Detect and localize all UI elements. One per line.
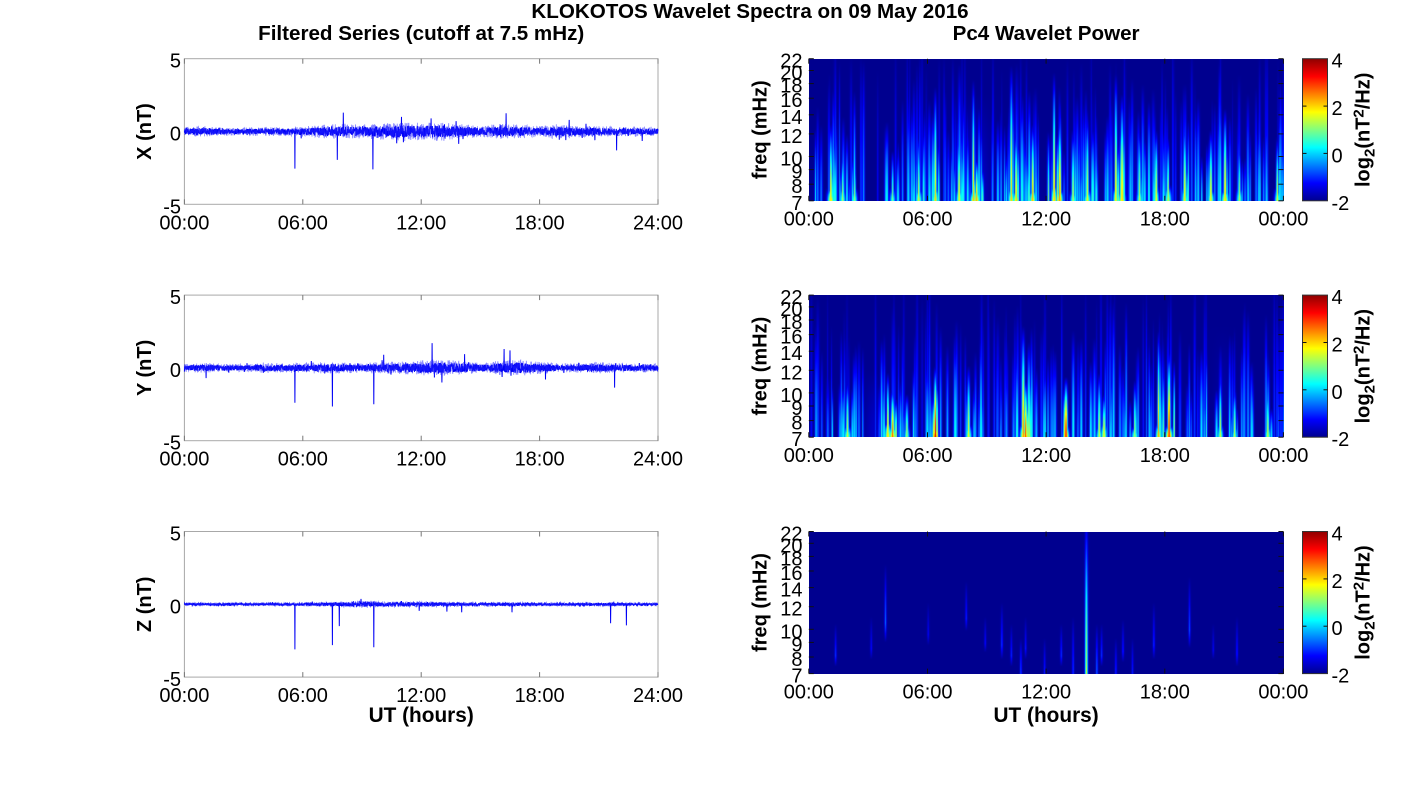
svg-text:00:00: 00:00: [1258, 209, 1308, 231]
svg-text:0: 0: [1332, 382, 1343, 404]
svg-text:5: 5: [170, 524, 181, 546]
svg-text:18:00: 18:00: [515, 449, 565, 471]
svg-text:12:00: 12:00: [396, 685, 446, 707]
svg-text:10: 10: [780, 149, 802, 171]
svg-text:4: 4: [1332, 524, 1343, 546]
svg-text:4: 4: [1332, 287, 1343, 309]
svg-text:06:00: 06:00: [902, 681, 952, 703]
svg-text:UT (hours): UT (hours): [994, 704, 1099, 727]
svg-text:8: 8: [791, 649, 802, 671]
svg-text:22: 22: [780, 287, 802, 309]
svg-text:16: 16: [780, 563, 802, 585]
svg-text:7: 7: [791, 666, 802, 688]
svg-text:18: 18: [780, 76, 802, 98]
svg-text:12:00: 12:00: [396, 212, 446, 234]
svg-text:UT (hours): UT (hours): [369, 704, 474, 727]
svg-text:14: 14: [780, 107, 802, 129]
svg-text:-5: -5: [163, 196, 181, 218]
svg-text:8: 8: [791, 413, 802, 435]
svg-text:log2(nT2/Hz): log2(nT2/Hz): [1351, 545, 1379, 659]
svg-text:18:00: 18:00: [1140, 445, 1190, 467]
svg-text:12:00: 12:00: [1021, 681, 1071, 703]
svg-text:2: 2: [1332, 571, 1343, 593]
svg-text:14: 14: [780, 343, 802, 365]
svg-text:00:00: 00:00: [784, 681, 834, 703]
svg-text:7: 7: [791, 429, 802, 451]
svg-text:00:00: 00:00: [784, 209, 834, 231]
svg-text:00:00: 00:00: [784, 445, 834, 467]
svg-text:X (nT): X (nT): [134, 103, 156, 160]
svg-text:log2(nT2/Hz): log2(nT2/Hz): [1351, 73, 1379, 187]
svg-text:24:00: 24:00: [633, 685, 683, 707]
svg-text:16: 16: [780, 90, 802, 112]
svg-text:10: 10: [780, 621, 802, 643]
svg-text:00:00: 00:00: [1258, 681, 1308, 703]
svg-text:24:00: 24:00: [633, 449, 683, 471]
svg-text:00:00: 00:00: [159, 212, 209, 234]
svg-text:00:00: 00:00: [159, 685, 209, 707]
svg-text:06:00: 06:00: [902, 209, 952, 231]
svg-text:18:00: 18:00: [1140, 681, 1190, 703]
svg-text:5: 5: [170, 51, 181, 73]
svg-text:12: 12: [780, 599, 802, 621]
svg-text:18:00: 18:00: [515, 685, 565, 707]
svg-text:Y (nT): Y (nT): [134, 340, 156, 396]
svg-text:Z (nT): Z (nT): [134, 577, 156, 633]
svg-text:00:00: 00:00: [159, 449, 209, 471]
svg-text:2: 2: [1332, 98, 1343, 120]
svg-text:20: 20: [780, 299, 802, 321]
svg-text:5: 5: [170, 287, 181, 309]
svg-text:12:00: 12:00: [1021, 209, 1071, 231]
svg-text:-2: -2: [1332, 193, 1350, 215]
svg-text:0: 0: [1332, 618, 1343, 640]
svg-text:12:00: 12:00: [1021, 445, 1071, 467]
svg-text:Pc4 Wavelet Power: Pc4 Wavelet Power: [953, 22, 1140, 45]
svg-text:Filtered Series (cutoff at 7.5: Filtered Series (cutoff at 7.5 mHz): [258, 22, 584, 45]
svg-text:12: 12: [780, 126, 802, 148]
svg-text:12:00: 12:00: [396, 449, 446, 471]
svg-text:0: 0: [170, 124, 181, 146]
svg-text:00:00: 00:00: [1258, 445, 1308, 467]
svg-text:18:00: 18:00: [515, 212, 565, 234]
svg-text:-5: -5: [163, 433, 181, 455]
svg-text:22: 22: [780, 51, 802, 73]
svg-text:06:00: 06:00: [278, 212, 328, 234]
svg-text:log2(nT2/Hz): log2(nT2/Hz): [1351, 309, 1379, 423]
svg-text:2: 2: [1332, 335, 1343, 357]
svg-text:18: 18: [780, 312, 802, 334]
svg-text:0: 0: [170, 360, 181, 382]
svg-text:20: 20: [780, 63, 802, 85]
svg-text:-2: -2: [1332, 666, 1350, 688]
svg-text:18: 18: [780, 548, 802, 570]
svg-text:-5: -5: [163, 669, 181, 691]
svg-text:18:00: 18:00: [1140, 209, 1190, 231]
svg-text:06:00: 06:00: [278, 449, 328, 471]
svg-text:7: 7: [791, 193, 802, 215]
svg-text:0: 0: [1332, 145, 1343, 167]
svg-text:-2: -2: [1332, 429, 1350, 451]
svg-text:freq (mHz): freq (mHz): [750, 80, 772, 179]
svg-text:06:00: 06:00: [278, 685, 328, 707]
svg-text:KLOKOTOS Wavelet Spectra on 09: KLOKOTOS Wavelet Spectra on 09 May 2016: [531, 0, 968, 23]
svg-text:12: 12: [780, 362, 802, 384]
svg-text:16: 16: [780, 327, 802, 349]
svg-text:06:00: 06:00: [902, 445, 952, 467]
svg-text:freq (mHz): freq (mHz): [750, 553, 772, 652]
svg-text:22: 22: [780, 524, 802, 546]
svg-text:8: 8: [791, 176, 802, 198]
svg-text:9: 9: [791, 634, 802, 656]
svg-text:20: 20: [780, 535, 802, 557]
svg-text:9: 9: [791, 398, 802, 420]
svg-text:10: 10: [780, 385, 802, 407]
svg-text:freq (mHz): freq (mHz): [750, 317, 772, 416]
svg-text:0: 0: [170, 596, 181, 618]
svg-text:9: 9: [791, 162, 802, 184]
svg-text:24:00: 24:00: [633, 212, 683, 234]
svg-text:14: 14: [780, 580, 802, 602]
svg-text:4: 4: [1332, 51, 1343, 73]
